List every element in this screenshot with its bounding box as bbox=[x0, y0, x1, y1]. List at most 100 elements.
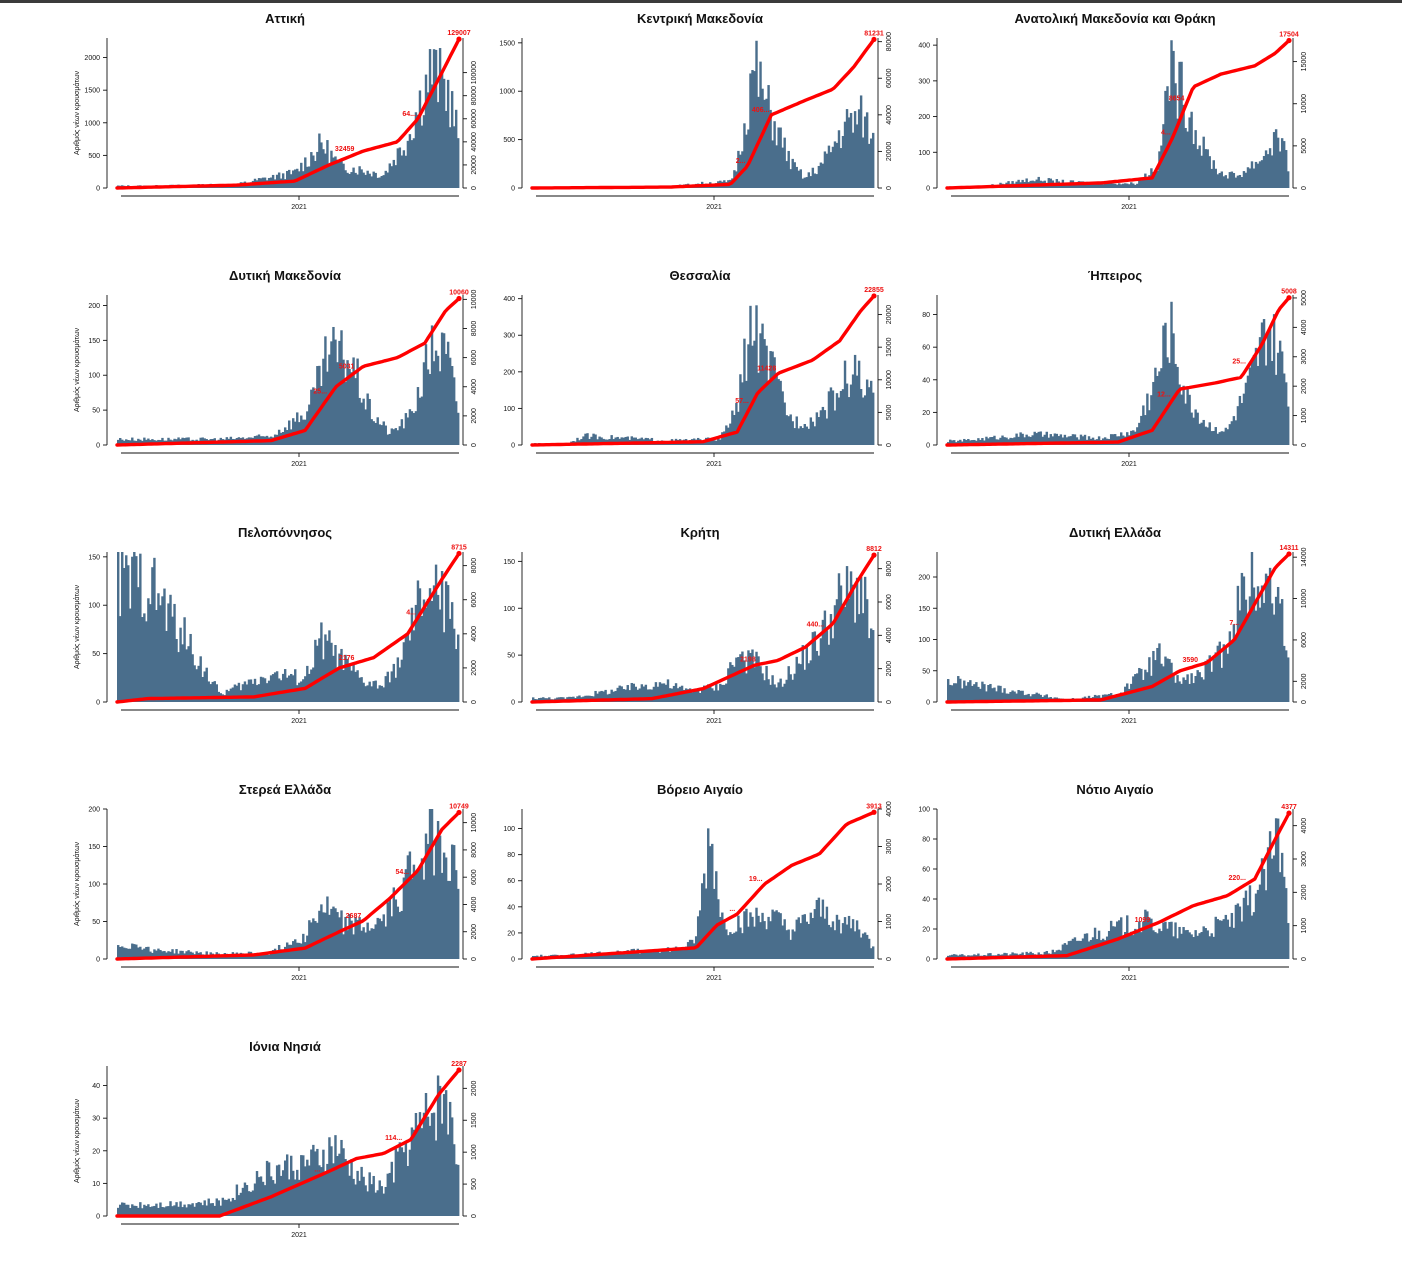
chart-svg: Ανατολική Μακεδονία και Θράκη01002003004… bbox=[885, 6, 1325, 246]
right-tick-label: 2000 bbox=[1301, 884, 1308, 900]
right-tick-label: 15000 bbox=[1301, 52, 1308, 72]
left-tick-label: 300 bbox=[918, 78, 930, 85]
cumulative-value-label: 2287 bbox=[451, 1061, 467, 1068]
x-tick-label: 2021 bbox=[706, 975, 722, 982]
y-axis-label: Αριθμός νέων κρουσμάτων bbox=[73, 584, 81, 669]
left-tick-label: 0 bbox=[926, 443, 930, 450]
right-tick-label: 3000 bbox=[1301, 349, 1308, 365]
cumulative-value-label: 4... bbox=[1161, 129, 1171, 136]
cumulative-value-label: 57... bbox=[735, 398, 749, 405]
cumulative-value-label: 8812 bbox=[866, 546, 882, 553]
x-tick-label: 2021 bbox=[706, 461, 722, 468]
y-axis-label: Αριθμός νέων κρουσμάτων bbox=[73, 327, 81, 412]
x-tick-label: 2021 bbox=[291, 204, 307, 211]
left-tick-label: 50 bbox=[922, 668, 930, 675]
x-tick-label: 2021 bbox=[291, 975, 307, 982]
left-tick-label: 150 bbox=[918, 606, 930, 613]
cumulative-cases-line bbox=[947, 41, 1289, 189]
daily-cases-bar bbox=[457, 635, 459, 702]
left-tick-label: 100 bbox=[918, 637, 930, 644]
left-tick-label: 80 bbox=[507, 852, 515, 859]
cumulative-value-label: 4... bbox=[406, 609, 416, 616]
cumulative-value-label: 32459 bbox=[335, 146, 355, 153]
left-tick-label: 0 bbox=[926, 700, 930, 707]
left-tick-label: 50 bbox=[92, 919, 100, 926]
right-tick-label: 1000 bbox=[1301, 918, 1308, 934]
cumulative-value-label: 129007 bbox=[447, 30, 470, 37]
y-axis-label: Αριθμός νέων κρουσμάτων bbox=[73, 1098, 81, 1183]
left-tick-label: 100 bbox=[88, 373, 100, 380]
left-tick-label: 0 bbox=[511, 700, 515, 707]
left-tick-label: 80 bbox=[922, 312, 930, 319]
left-tick-label: 60 bbox=[922, 867, 930, 874]
cumulative-end-point bbox=[456, 551, 461, 556]
cumulative-value-label: 4377 bbox=[1281, 804, 1297, 811]
chart-svg: Ήπειρος020406080010002000300040005000202… bbox=[885, 263, 1325, 503]
daily-cases-bar bbox=[872, 393, 874, 445]
daily-cases-bar bbox=[1287, 407, 1289, 445]
left-tick-label: 100 bbox=[503, 406, 515, 413]
cumulative-value-label: 3913 bbox=[866, 803, 882, 810]
daily-cases-bar bbox=[872, 630, 874, 702]
cumulative-value-label: 2687 bbox=[346, 913, 362, 920]
left-tick-label: 0 bbox=[926, 957, 930, 964]
left-tick-label: 20 bbox=[92, 1148, 100, 1155]
cumulative-value-label: 25... bbox=[1232, 359, 1246, 366]
y-axis-label: Αριθμός νέων κρουσμάτων bbox=[73, 70, 81, 155]
cumulative-value-label: ... bbox=[314, 1166, 320, 1173]
right-tick-label: 0 bbox=[1301, 957, 1308, 961]
cumulative-value-label: 11428 bbox=[757, 365, 776, 372]
daily-cases-bar bbox=[1287, 171, 1289, 188]
left-tick-label: 50 bbox=[92, 408, 100, 415]
right-tick-label: 5000 bbox=[1301, 290, 1308, 306]
daily-cases-bar bbox=[457, 889, 459, 959]
left-tick-label: 200 bbox=[918, 575, 930, 582]
right-tick-label: 2000 bbox=[1301, 673, 1308, 689]
chart-svg: Θεσσαλία01002003004000500010000150002000… bbox=[470, 263, 910, 503]
left-tick-label: 0 bbox=[926, 186, 930, 193]
cumulative-value-label: 406... bbox=[752, 107, 770, 114]
chart-svg: Κεντρική Μακεδονία0500100015000200004000… bbox=[470, 6, 910, 246]
left-tick-label: 1500 bbox=[499, 40, 515, 47]
cumulative-value-label: 2176 bbox=[339, 655, 355, 662]
left-tick-label: 1500 bbox=[84, 88, 100, 95]
right-tick-label: 2000 bbox=[1301, 378, 1308, 394]
left-tick-label: 0 bbox=[96, 443, 100, 450]
chart-title: Κρήτη bbox=[680, 525, 719, 540]
chart-title: Ήπειρος bbox=[1088, 268, 1142, 283]
right-tick-label: 0 bbox=[1301, 700, 1308, 704]
cumulative-end-point bbox=[871, 37, 876, 42]
daily-cases-bar bbox=[1287, 923, 1289, 959]
left-tick-label: 20 bbox=[507, 930, 515, 937]
x-tick-label: 2021 bbox=[1121, 461, 1137, 468]
daily-cases-bar bbox=[872, 133, 874, 188]
left-tick-label: 0 bbox=[96, 957, 100, 964]
x-tick-label: 2021 bbox=[291, 1232, 307, 1239]
cumulative-end-point bbox=[871, 810, 876, 815]
right-tick-label: 14000 bbox=[1301, 547, 1308, 567]
right-tick-label: 1500 bbox=[471, 1112, 478, 1128]
cumulative-end-point bbox=[456, 37, 461, 42]
left-tick-label: 150 bbox=[88, 338, 100, 345]
chart-title: Πελοπόννησος bbox=[238, 525, 332, 540]
chart-title: Νότιο Αιγαίο bbox=[1076, 782, 1153, 797]
cumulative-value-label: 64... bbox=[402, 111, 416, 118]
right-tick-label: 4000 bbox=[1301, 818, 1308, 834]
cumulative-value-label: 10060 bbox=[449, 289, 469, 296]
left-tick-label: 200 bbox=[918, 114, 930, 121]
right-tick-label: 1000 bbox=[1301, 408, 1308, 424]
cumulative-value-label: 8654 bbox=[1169, 96, 1185, 103]
right-tick-label: 0 bbox=[1301, 186, 1308, 190]
left-tick-label: 1000 bbox=[84, 120, 100, 127]
right-tick-label: 10000 bbox=[1301, 589, 1308, 609]
left-tick-label: 400 bbox=[918, 43, 930, 50]
